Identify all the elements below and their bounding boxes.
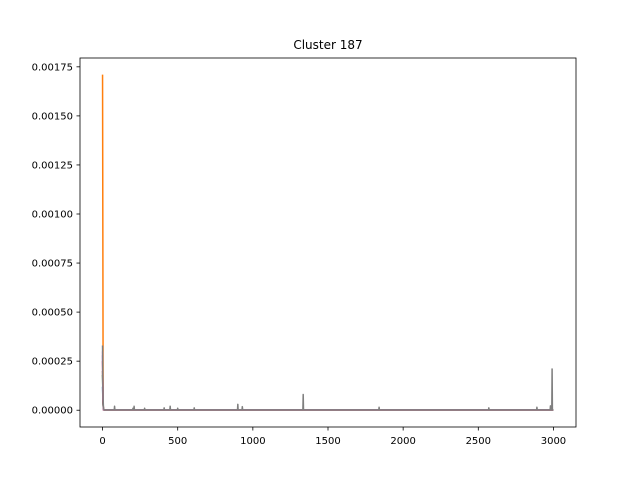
series-layer bbox=[101, 74, 554, 411]
axes-layer: 0 500 1000 1500 2000 2500 3000 0.00000 0.00025 0.… bbox=[32, 62, 567, 447]
series-line-8 bbox=[101, 345, 554, 411]
x-tick-label: 3000 bbox=[541, 436, 566, 447]
y-tick-label: 0.00075 bbox=[32, 259, 73, 270]
x-tick-label: 1500 bbox=[315, 436, 340, 447]
chart-title: Cluster 187 bbox=[293, 38, 362, 52]
y-tick-label: 0.00125 bbox=[32, 160, 73, 171]
x-tick-label: 2000 bbox=[390, 436, 415, 447]
x-tick-label: 1000 bbox=[240, 436, 265, 447]
x-tick-label: 0 bbox=[99, 436, 105, 447]
y-tick-label: 0.00025 bbox=[32, 357, 73, 368]
x-tick-label: 500 bbox=[168, 436, 187, 447]
x-tick-label: 2500 bbox=[466, 436, 491, 447]
y-tick-label: 0.00150 bbox=[32, 111, 73, 122]
y-tick-label: 0.00050 bbox=[32, 308, 73, 319]
plot-frame bbox=[79, 57, 577, 428]
y-tick-label: 0.00000 bbox=[32, 406, 73, 417]
y-tick-label: 0.00175 bbox=[32, 62, 73, 73]
y-tick-label: 0.00100 bbox=[32, 209, 73, 220]
